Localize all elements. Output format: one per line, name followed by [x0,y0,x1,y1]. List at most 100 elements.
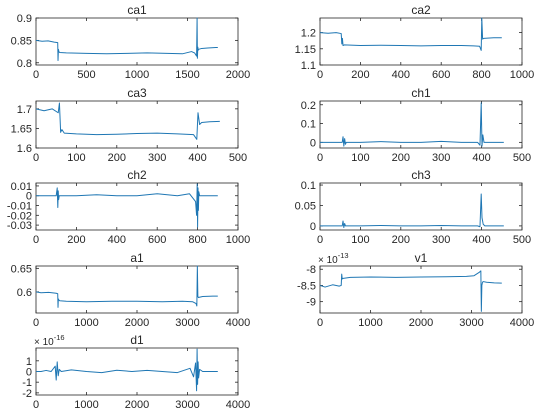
series-line [35,102,220,140]
x-tick-label: 500 [229,152,247,164]
y-tick-label: 0 [26,367,32,379]
series-line [319,270,502,312]
y-tick-label: 0.9 [17,13,32,25]
x-tick-label: 400 [472,152,490,164]
y-tick-label: 0.65 [11,263,32,275]
x-tick-label: 1000 [226,234,250,246]
x-tick-label: 4000 [510,317,534,329]
y-tick-label: -2 [22,388,32,400]
y-tick-label: 1.7 [17,104,32,116]
y-tick-label: 1.2 [301,28,316,40]
axes-box [35,265,239,314]
x-tick-label: 200 [67,234,85,246]
axis-exponent-label: × 10-13 [318,251,349,266]
y-tick-label: 0.8 [17,58,32,70]
axes-box [319,182,523,231]
exponent-power: -16 [54,333,65,342]
x-tick-label: 300 [432,152,450,164]
y-tick-label: 0 [310,221,316,233]
series-line [320,193,504,229]
x-tick-label: 800 [188,234,206,246]
x-tick-label: 1000 [358,317,382,329]
y-tick-label: 1.1 [301,60,316,72]
x-tick-label: 500 [77,69,95,81]
x-tick-label: 600 [148,234,166,246]
x-tick-label: 400 [108,234,126,246]
exponent-power: -13 [338,251,349,260]
exponent-base: × 10 [318,255,338,266]
x-tick-label: 0 [317,69,323,81]
panel-title: ch2 [127,168,147,182]
y-tick-label: 0.1 [301,119,316,131]
exponent-base: × 10 [34,337,54,348]
x-tick-label: 4000 [226,399,250,411]
x-tick-label: 1000 [74,399,98,411]
y-tick-label: -8 [306,264,316,276]
x-tick-label: 2000 [226,69,250,81]
x-tick-label: 400 [392,69,410,81]
y-tick-label: -8.5 [297,280,316,292]
x-tick-label: 500 [513,152,531,164]
x-tick-label: 2000 [409,317,433,329]
x-tick-label: 100 [351,234,369,246]
axes-box [319,265,523,314]
panel-title: a1 [130,251,144,265]
panel-title: ch1 [411,86,431,100]
chart-panel-d1: d10 1000 2000 3000 4000-2-101× 10-16 [22,333,250,411]
axes-box [35,182,239,231]
x-tick-label: 200 [108,152,126,164]
chart-panel-ch1: ch1 0 100 200 300 400 500 0 0.1 0.2 [301,86,531,164]
y-tick-label: 0.85 [11,35,32,47]
y-tick-label: 0.2 [301,100,316,112]
y-tick-label: -0.02 [7,210,32,222]
x-tick-label: 0 [33,234,39,246]
chart-panel-v1: v1 0 1000 2000 3000 4000 -9 -8.5 -8× 10-13 [297,251,534,329]
x-tick-label: 0 [317,317,323,329]
x-tick-label: 3000 [459,317,483,329]
chart-panel-ch3: ch3 0 100 200 300 400 500 0 0.05 0.1 [295,168,532,246]
series-line [35,17,218,62]
series-line [36,348,218,392]
panel-title: ca3 [127,86,147,100]
y-tick-label: 0.6 [17,287,32,299]
y-tick-label: 0 [310,137,316,149]
y-tick-label: 0.1 [301,180,316,192]
x-tick-label: 100 [67,152,85,164]
x-tick-label: 2000 [125,399,149,411]
x-tick-label: 1000 [125,69,149,81]
chart-panel-ca2: ca2 0 200 400 600 800 1000 1.1 1.15 1.2 [295,3,535,81]
y-tick-label: 1.65 [11,123,32,135]
y-tick-label: 1.6 [17,143,32,155]
y-tick-label: 1 [26,356,32,368]
y-tick-label: -0.03 [7,220,32,232]
series-line [36,183,218,228]
x-tick-label: 600 [432,69,450,81]
x-tick-label: 3000 [175,399,199,411]
x-tick-label: 1000 [510,69,534,81]
chart-panel-ca3: ca3 0 100 200 300 400 500 1.6 1.65 1.7 [11,86,248,164]
x-tick-label: 500 [513,234,531,246]
axis-exponent-label: × 10-16 [34,333,65,348]
series-line [319,17,502,51]
x-tick-label: 4000 [226,317,250,329]
x-tick-label: 200 [392,152,410,164]
x-tick-label: 0 [33,317,39,329]
x-tick-label: 0 [33,399,39,411]
y-tick-label: -0.01 [7,201,32,213]
axes-box [35,17,239,66]
axes-box [319,100,523,149]
y-tick-label: 0.05 [295,200,316,212]
x-tick-label: 3000 [175,317,199,329]
y-tick-label: -9 [306,297,316,309]
x-tick-label: 300 [148,152,166,164]
x-tick-label: 800 [472,69,490,81]
x-tick-label: 1000 [74,317,98,329]
x-tick-label: 1500 [175,69,199,81]
x-tick-label: 400 [472,234,490,246]
axes-box [319,17,523,66]
y-tick-label: 1.15 [295,44,316,56]
x-tick-label: 100 [351,152,369,164]
x-tick-label: 0 [33,69,39,81]
